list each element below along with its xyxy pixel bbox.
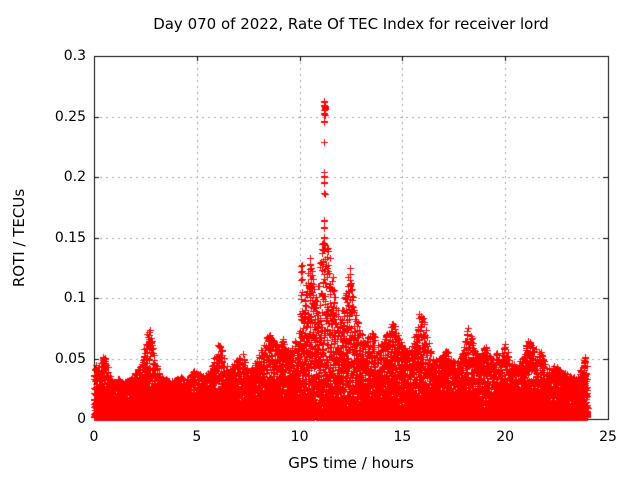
x-axis-label: GPS time / hours <box>288 454 414 472</box>
x-tick-label: 0 <box>89 429 99 445</box>
y-tick-label: 0 <box>77 411 86 427</box>
x-tick-label: 15 <box>393 429 412 445</box>
y-tick-label: 0.1 <box>63 290 86 306</box>
y-tick-label: 0.25 <box>54 108 86 125</box>
y-tick-label: 0.2 <box>63 169 86 185</box>
x-tick-label: 25 <box>599 429 617 445</box>
y-tick-label: 0.05 <box>54 350 86 367</box>
y-tick-label: 0.15 <box>54 229 86 246</box>
y-tick-label: 0.3 <box>63 48 86 64</box>
chart-title: Day 070 of 2022, Rate Of TEC Index for r… <box>153 15 549 33</box>
x-tick-label: 10 <box>290 429 309 445</box>
x-tick-label: 20 <box>496 429 515 445</box>
x-tick-label: 5 <box>192 429 202 445</box>
